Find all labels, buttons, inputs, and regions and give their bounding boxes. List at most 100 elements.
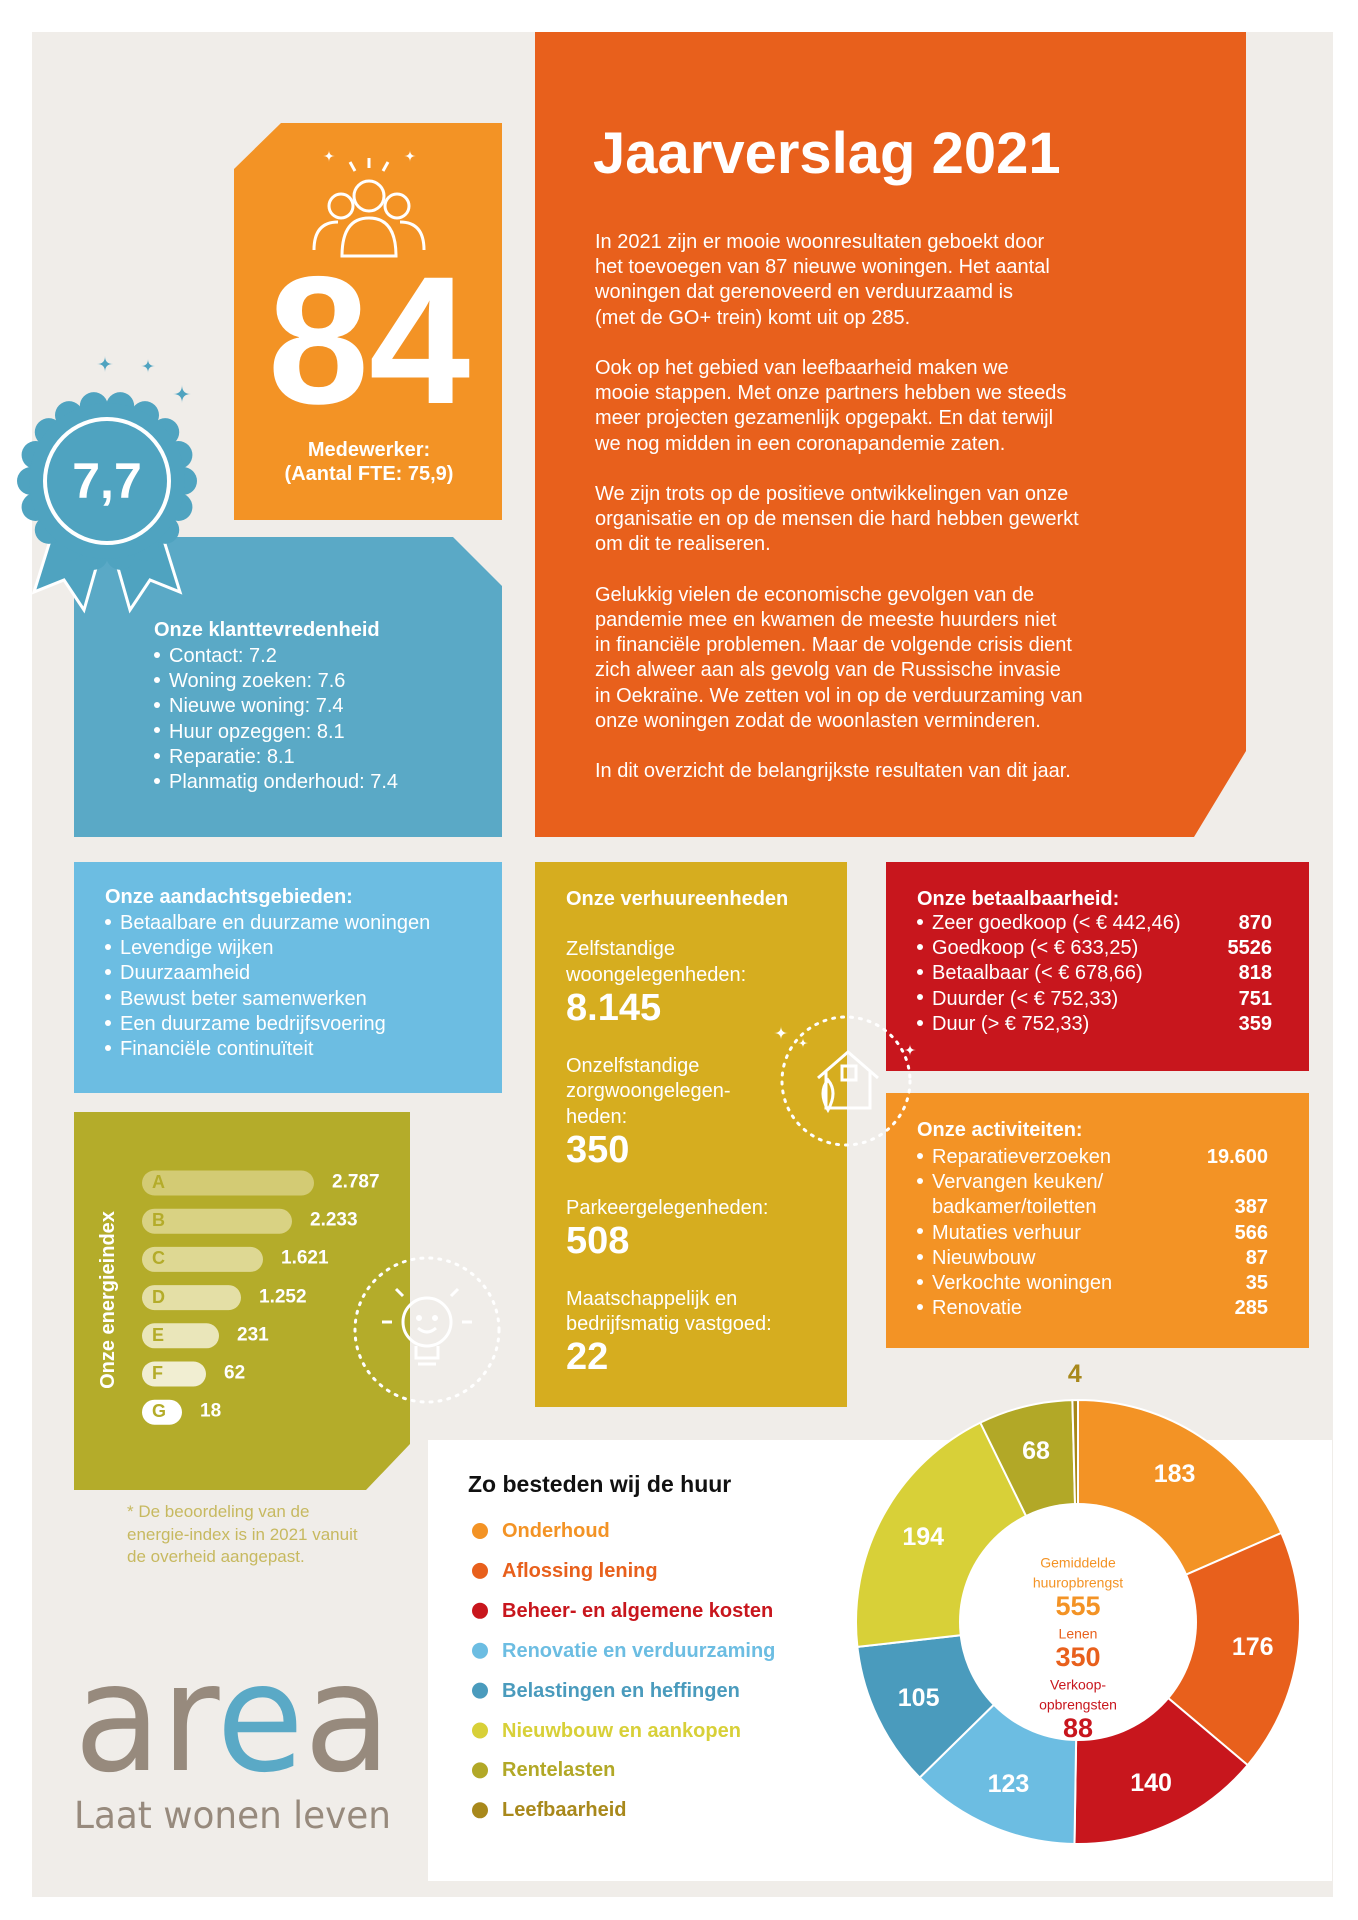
list-value: 387: [1234, 1196, 1268, 1219]
paragraph-line: We zijn trots op de positieve ontwikkeli…: [595, 483, 1069, 505]
rating-score: 7,7: [72, 453, 142, 509]
chart-title: Zo besteden wij de huur: [468, 1471, 732, 1498]
legend-label: Renovatie en verduurzaming: [502, 1639, 776, 1662]
staff-label: Medewerker:: [307, 439, 431, 461]
sparkle: [141, 359, 155, 373]
note-line: * De beoordeling van de: [127, 1501, 310, 1521]
list-item: Reparatieverzoeken: [917, 1145, 1111, 1169]
list-item: Huur opzeggen: 8.1: [154, 720, 345, 744]
legend-dot: [472, 1682, 488, 1699]
list-value: 35: [1245, 1272, 1268, 1294]
paragraph-line: woningen dat gerenoveerd en verduurzaamd…: [595, 281, 1014, 304]
paragraph-line: meer projecten gezamenlijk opgepakt. En …: [595, 407, 1054, 430]
summary-label: opbrengsten: [1039, 1696, 1117, 1713]
list-value: 5526: [1227, 937, 1273, 960]
energy-value: 1.621: [281, 1247, 329, 1269]
slice-label: 68: [1022, 1436, 1050, 1465]
slice-label: 123: [987, 1770, 1030, 1799]
unit-label: Parkeergelegenheden:: [566, 1196, 769, 1219]
pie-center: [959, 1503, 1197, 1741]
unit-value: 22: [566, 1336, 609, 1379]
slice-label: 105: [897, 1683, 940, 1712]
list-item: Bewust beter samenwerken: [105, 987, 367, 1011]
energy-value: 2.233: [310, 1209, 358, 1231]
list-item: Duurzaamheid: [105, 961, 250, 985]
sparkle: [173, 385, 191, 403]
paragraph-line: in Oekraïne. We zetten vol in op de verd…: [595, 684, 1083, 707]
unit-label: Maatschappelijk en: [566, 1287, 738, 1310]
paragraph-line: Ook op het gebied van leefbaarheid maken…: [595, 357, 1009, 379]
list-value: 818: [1238, 962, 1272, 985]
legend-dot: [472, 1523, 488, 1539]
energy-value: 231: [237, 1324, 269, 1346]
paragraph-line: zich alweer aan als gevolg van de Russis…: [595, 659, 1061, 682]
list-item: Een duurzame bedrijfsvoering: [105, 1012, 386, 1036]
summary-value: 88: [1062, 1712, 1094, 1743]
list-item: Reparatie: 8.1: [154, 745, 295, 769]
paragraph-line: In 2021 zijn er mooie woonresultaten geb…: [595, 231, 1045, 253]
sparkle: [774, 1026, 788, 1040]
list-item: Vervangen keuken/: [917, 1170, 1103, 1194]
slice-label: 4: [1067, 1360, 1082, 1389]
list-item: Duurder (< € 752,33): [917, 987, 1118, 1011]
slice-label: 140: [1130, 1768, 1172, 1797]
list-item: Nieuwe woning: 7.4: [154, 694, 344, 718]
energy-label: E: [152, 1325, 165, 1345]
title: Jaarverslag 2021: [593, 121, 1061, 187]
energy-label: C: [152, 1248, 165, 1269]
legend-label: Beheer- en algemene kosten: [502, 1599, 774, 1622]
badge-ring: [43, 417, 171, 545]
staff-panel: [234, 123, 502, 520]
list-item: Levendige wijken: [105, 936, 273, 960]
paragraph-line: om dit te realiseren.: [595, 533, 771, 556]
list-item: Duur (> € 752,33): [917, 1012, 1089, 1036]
sparkle: [404, 150, 416, 162]
energy-label: A: [152, 1172, 165, 1193]
summary-value: 350: [1055, 1641, 1101, 1672]
energy-bar: [142, 1399, 182, 1425]
paragraph-line: Gelukkig vielen de economische gevolgen …: [595, 583, 1035, 606]
sparkle: [798, 1038, 808, 1048]
list-item: Betaalbaar (< € 678,66): [917, 961, 1143, 985]
unit-value: 8.145: [566, 986, 662, 1029]
unit-label: bedrijfsmatig vastgoed:: [566, 1313, 772, 1336]
list-item: Mutaties verhuur: [917, 1221, 1081, 1245]
list-item: Nieuwbouw: [917, 1246, 1035, 1270]
paragraph-line: mooie stappen. Met onze partners hebben …: [595, 382, 1067, 405]
sparkle: [97, 356, 113, 372]
list-value: 566: [1234, 1221, 1268, 1244]
sparkle: [904, 1044, 916, 1056]
paragraph-line: het toevoegen van 87 nieuwe woningen. He…: [595, 256, 1050, 279]
staff-sublabel: (Aantal FTE: 75,9): [284, 463, 454, 485]
summary-label: Lenen: [1058, 1625, 1098, 1642]
list-value: 19.600: [1206, 1146, 1268, 1168]
staff-icon: [312, 158, 426, 258]
list-item: Financiële continuïteit: [105, 1037, 313, 1061]
legend-dot: [472, 1762, 488, 1779]
section-title: Onze betaalbaarheid:: [917, 888, 1120, 910]
list-value: 870: [1238, 912, 1272, 934]
list-item: Woning zoeken: 7.6: [154, 669, 345, 693]
logo-tagline: Laat wonen leven: [74, 1794, 391, 1837]
sparkle: [323, 150, 335, 162]
section-title: Onze verhuureenheden: [566, 888, 789, 910]
slice-label: 194: [902, 1523, 945, 1552]
logo-wordmark: area: [74, 1632, 391, 1806]
slice-label: 176: [1231, 1633, 1274, 1662]
note-line: de overheid aangepast.: [127, 1546, 305, 1566]
energy-value: 2.787: [332, 1171, 380, 1193]
paragraph-line: pandemie mee en kwamen de meeste huurder…: [595, 609, 1057, 631]
energy-label: F: [152, 1363, 163, 1384]
section-title: Onze aandachtsgebieden:: [105, 886, 353, 908]
energy-value: 1.252: [259, 1286, 307, 1308]
legend-label: Leefbaarheid: [502, 1799, 627, 1822]
list-item: Verkochte woningen: [917, 1271, 1112, 1295]
summary-label: Gemiddelde: [1040, 1554, 1116, 1571]
legend-dot: [472, 1642, 488, 1659]
house-icon: [780, 1015, 912, 1147]
energy-bar: [142, 1361, 206, 1387]
unit-value: 350: [566, 1129, 630, 1171]
list-item: Renovatie: [917, 1296, 1022, 1320]
energy-bar: [142, 1246, 263, 1272]
